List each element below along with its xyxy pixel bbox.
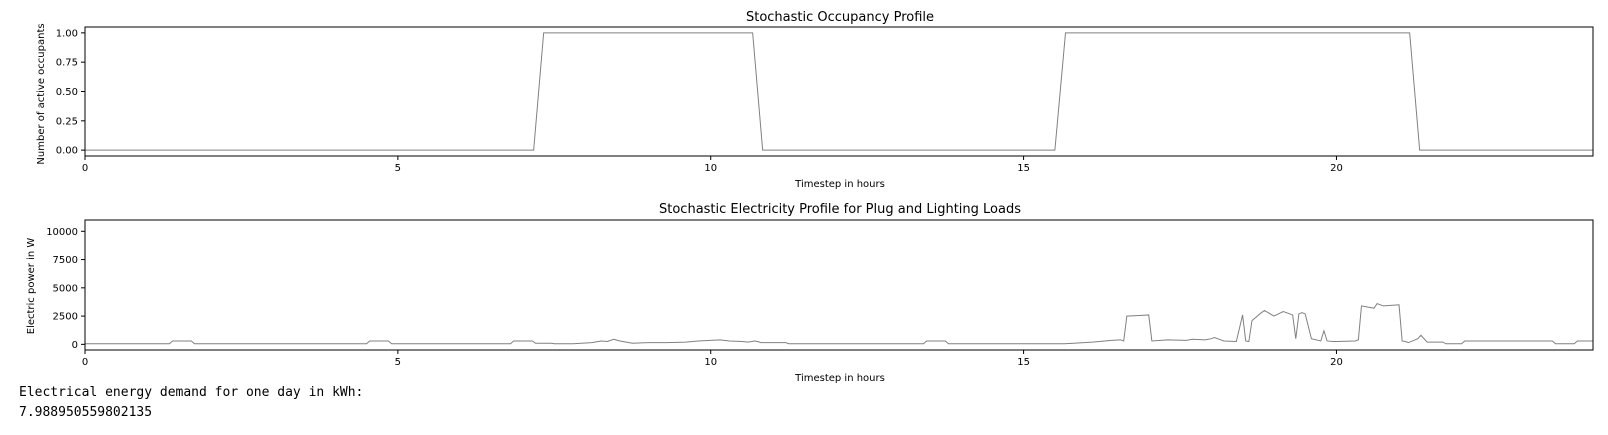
occupancy-chart: Stochastic Occupancy Profile Timestep in… (36, 10, 1594, 190)
electricity-series-line (85, 303, 1593, 345)
occupancy-series-line (85, 32, 1593, 151)
output-line-label: Electrical energy demand for one day in … (19, 385, 364, 400)
occupancy-y-tick-label: 0.75 (56, 58, 78, 69)
occupancy-x-tick-label: 20 (1330, 163, 1343, 174)
occupancy-y-tick-label: 0.00 (56, 146, 78, 157)
electricity-y-tick-label: 10000 (46, 227, 78, 238)
occupancy-y-tick-label: 1.00 (56, 28, 78, 39)
occupancy-chart-title: Stochastic Occupancy Profile (746, 10, 934, 25)
occupancy-plot-frame (84, 26, 1594, 157)
electricity-x-tick-label: 0 (82, 357, 88, 368)
occupancy-y-tick-label: 0.25 (56, 116, 78, 127)
occupancy-x-tick-label: 0 (82, 163, 88, 174)
electricity-chart: Stochastic Electricity Profile for Plug … (26, 202, 1594, 384)
occupancy-y-axis-label: Number of active occupants (36, 23, 47, 164)
electricity-y-tick-label: 2500 (53, 312, 78, 323)
electricity-plot-frame (84, 219, 1594, 351)
electricity-y-tick-label: 0 (72, 340, 78, 351)
electricity-x-axis-label: Timestep in hours (794, 373, 885, 384)
electricity-x-tick-label: 20 (1330, 357, 1343, 368)
electricity-x-tick-label: 15 (1017, 357, 1030, 368)
electricity-chart-title: Stochastic Electricity Profile for Plug … (659, 202, 1021, 217)
occupancy-x-axis-label: Timestep in hours (794, 179, 885, 190)
electricity-x-tick-label: 10 (704, 357, 717, 368)
electricity-y-tick-label: 5000 (53, 283, 78, 294)
electricity-y-axis-label: Electric power in W (26, 238, 37, 335)
cell-output: Electrical energy demand for one day in … (19, 383, 363, 423)
output-line-value: 7.988950559802135 (19, 405, 153, 420)
occupancy-x-tick-label: 10 (704, 163, 717, 174)
occupancy-x-tick-label: 15 (1017, 163, 1030, 174)
electricity-x-tick-label: 5 (395, 357, 401, 368)
occupancy-y-tick-label: 0.50 (56, 87, 78, 98)
occupancy-x-tick-label: 5 (395, 163, 401, 174)
electricity-y-tick-label: 7500 (53, 255, 78, 266)
